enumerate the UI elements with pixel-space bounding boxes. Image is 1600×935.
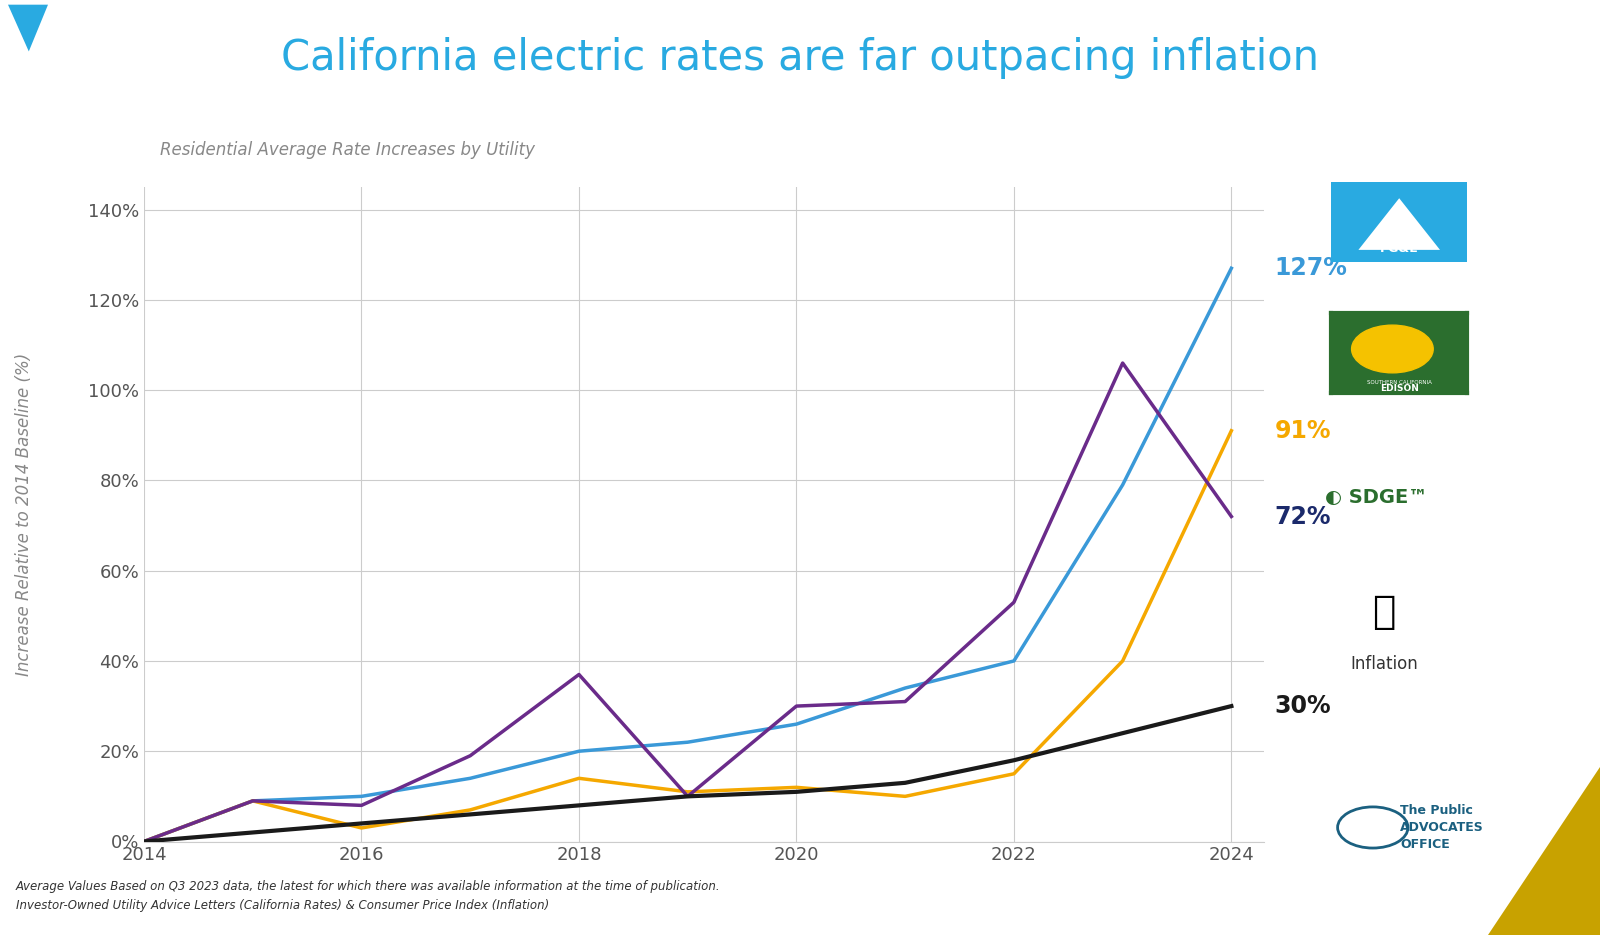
Text: 72%: 72% [1275, 505, 1331, 528]
Text: SOUTHERN CALIFORNIA: SOUTHERN CALIFORNIA [1366, 380, 1432, 385]
Text: Increase Relative to 2014 Baseline (%): Increase Relative to 2014 Baseline (%) [14, 352, 34, 676]
Text: 30%: 30% [1275, 694, 1331, 718]
Text: 91%: 91% [1275, 419, 1331, 443]
Text: 127%: 127% [1275, 256, 1347, 280]
Text: ◐ SDGE™: ◐ SDGE™ [1325, 488, 1427, 507]
Text: Residential Average Rate Increases by Utility: Residential Average Rate Increases by Ut… [160, 141, 534, 159]
Text: Investor-Owned Utility Advice Letters (California Rates) & Consumer Price Index : Investor-Owned Utility Advice Letters (C… [16, 899, 549, 912]
Polygon shape [1358, 198, 1440, 250]
Text: California electric rates are far outpacing inflation: California electric rates are far outpac… [282, 37, 1318, 79]
Text: Average Values Based on Q3 2023 data, the latest for which there was available i: Average Values Based on Q3 2023 data, th… [16, 880, 720, 893]
Text: PG&E: PG&E [1379, 242, 1419, 255]
Text: EDISON: EDISON [1379, 383, 1419, 393]
Text: Inflation: Inflation [1350, 654, 1418, 673]
Circle shape [1352, 325, 1434, 373]
Text: 🛒: 🛒 [1373, 594, 1395, 631]
Text: The Public
ADVOCATES
OFFICE: The Public ADVOCATES OFFICE [1400, 804, 1483, 851]
